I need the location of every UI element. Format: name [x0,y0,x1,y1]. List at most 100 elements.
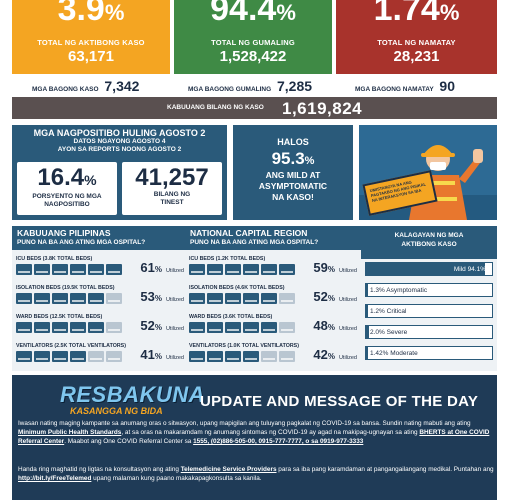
severity-label: 2.0% Severe [370,329,408,336]
bed-icon [88,351,104,362]
utilized-label: Utilized [165,326,184,332]
recovered-label: TOTAL NG GUMALING [211,38,295,47]
new-cases-label: MGA BAGONG KASO [32,86,99,93]
new-deaths-value: 90 [439,78,455,94]
bed-row-label: VENTILATORS (1.0K TOTAL VENTILATORS) [189,343,299,349]
p2-text-c: para sa iba pang karamdaman at pangangai… [276,466,494,473]
tested-label-2: TINEST [160,199,184,206]
deaths-percent: 1.74% [373,0,460,28]
mild-line-1: ANG MILD AT [265,170,321,180]
p2-text-e: upang malaman kung paano makakapagkonsul… [91,475,262,483]
bed-icon [225,293,241,304]
new-deaths-label: MGA BAGONG NAMATAY [355,86,434,93]
p1-text-e: . Maabot ang One COVID Referral Center s… [64,438,194,446]
message-of-the-day: RESBAKUNA KASANGGA NG BIDA UPDATE AND ME… [12,375,497,500]
total-cases-label: KABUUANG BILANG NG KASO [167,104,264,111]
bed-icon [52,264,68,275]
severity-header: KALAGAYAN NG MGA AKTIBONG KASO [361,226,497,259]
bed-icon [243,322,259,333]
ncr-panel-title: NATIONAL CAPITAL REGION [190,228,308,238]
bed-icon [70,293,86,304]
utilized-label: Utilized [165,268,184,274]
positivity-rate-card: 16.4% PORSYENTO NG MGA NAGPOSITIBO [17,162,117,215]
bed-icon [34,322,50,333]
mild-percent: 95.3% [271,149,315,168]
bed-utilization-percent: 52% [140,318,162,333]
severity-title-2: AKTIBONG KASO [401,241,457,248]
positivity-title: MGA NAGPOSITIBO HULING AGOSTO 2 [33,128,206,138]
ph-panel-title: KABUUANG PILIPINAS [17,228,111,238]
bed-row-label: ISOLATION BEDS (4.6K TOTAL BEDS) [189,285,285,291]
bed-icon [16,351,32,362]
bed-icon [70,322,86,333]
telemed-link[interactable]: http://bit.ly/FreeTelemed [18,475,92,483]
bed-row: ISOLATION BEDS (19.5K TOTAL BEDS) 53% Util… [16,285,184,308]
bed-utilization-percent: 61% [140,260,162,275]
severity-bar-fill [366,326,369,338]
bed-icon [88,293,104,304]
tested-card: 41,257 BILANG NG TINEST [122,162,222,215]
bed-icon [279,322,295,333]
tested-count: 41,257 [135,164,209,191]
severity-bar-fill [366,284,368,296]
active-cases-count: 63,171 [68,48,114,65]
message-paragraph-2: Handa ring maghatid ng ligtas na konsult… [18,465,496,483]
bed-icons [189,322,295,335]
ncr-panel-subtitle: PUNO NA BA ANG ATING MGA OSPITAL? [190,239,319,246]
severity-label: 1.42% Moderate [370,350,418,357]
severity-label: 1.3% Asymptomatic [370,287,428,294]
bed-icon [52,293,68,304]
utilized-label: Utilized [338,355,357,361]
bed-icon [225,322,241,333]
mild-line-3: NA KASO! [272,192,314,202]
new-recovered-label: MGA BAGONG GUMALING [188,86,272,93]
utilized-label: Utilized [338,297,357,303]
bed-icon [16,264,32,275]
new-deaths: MGA BAGONG NAMATAY 90 [355,78,455,94]
new-cases: MGA BAGONG KASO 7,342 [32,78,139,94]
bed-icon [189,351,205,362]
new-recovered-value: 7,285 [276,78,313,94]
severity-title-1: KALAGAYAN NG MGA [394,232,464,239]
bed-row: WARD BEDS (12.5K TOTAL BEDS) 52% Utilized [16,314,184,337]
bed-row: VENTILATORS (2.5K TOTAL VENTILATORS) 41% U… [16,343,184,366]
bherts-text: BHERTS at One COVID Referral Center [18,429,490,446]
message-title: UPDATE AND MESSAGE OF THE DAY [200,393,479,410]
bed-utilization-percent: 42% [313,347,335,362]
utilized-label: Utilized [165,297,184,303]
severity-bar-fill [366,347,368,359]
severity-row: 2.0% Severe [365,325,493,339]
bed-icon [106,322,122,333]
bed-row: ISOLATION BEDS (4.6K TOTAL BEDS) 52% Utili… [189,285,357,308]
recovered-count: 1,528,422 [219,48,287,65]
ncr-panel-header: NATIONAL CAPITAL REGION PUNO NA BA ANG A… [185,226,361,250]
bed-icon [225,351,241,362]
bed-icons [16,351,122,364]
hotline-numbers: 1555, (02)886-505-00, 0915-777-7777, o s… [193,438,364,446]
severity-bar-fill [366,263,485,275]
bed-icon [225,264,241,275]
severity-label: 1.2% Critical [370,308,407,315]
positivity-panel: MGA NAGPOSITIBO HULING AGOSTO 2 DATOS NG… [12,125,227,220]
bed-utilization-percent: 41% [140,347,162,362]
bed-icon [261,264,277,275]
total-cases-bar: KABUUANG BILANG NG KASO 1,619,824 [12,97,497,119]
severity-bar-fill [366,305,368,317]
bed-icon [52,322,68,333]
bed-icons [189,351,295,364]
bed-icon [34,351,50,362]
bed-row-label: WARD BEDS (3.6K TOTAL BEDS) [189,314,273,320]
message-paragraph-1: Iwasan nating maging kampante sa anumang… [18,419,496,447]
deaths-box: 1.74% TOTAL NG NAMATAY 28,231 [336,0,497,74]
bed-icons [189,264,295,277]
bed-utilization-percent: 52% [313,289,335,304]
resbakuna-tagline: KASANGGA NG BIDA [70,406,163,416]
tested-label-1: BILANG NG [153,191,191,198]
construction-worker-illustration: UMISTANGYA NA ANG PAGTAKBO NG ANG PISIKA… [359,125,497,220]
p1-text-c: , at sa oras na makaramdam ng anumang si… [121,429,420,437]
bed-icon [88,322,104,333]
bed-icon [243,264,259,275]
bed-icon [88,264,104,275]
recovered-box: 94.4% TOTAL NG GUMALING 1,528,422 [174,0,332,74]
severity-row: 1.42% Moderate [365,346,493,360]
